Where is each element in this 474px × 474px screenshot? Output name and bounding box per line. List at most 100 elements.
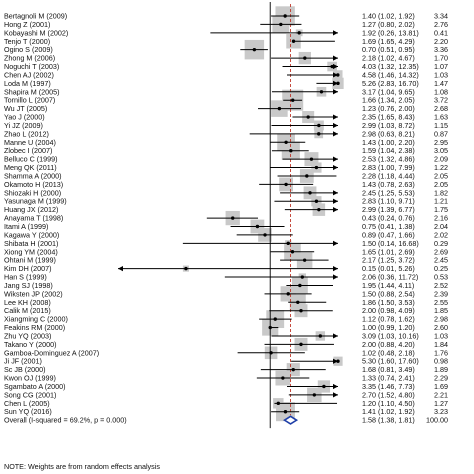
or-ci-label: 2.45 (1.25, 5.53) xyxy=(362,188,415,197)
or-ci-label: 3.09 (1.03, 10.16) xyxy=(362,331,419,340)
weight-label: 1.22 xyxy=(434,163,448,172)
study-label: Tornillo L (2007) xyxy=(4,96,55,105)
weight-label: 2.60 xyxy=(434,323,448,332)
study-label: Bertagnoli M (2009) xyxy=(4,12,67,21)
point-estimate xyxy=(279,22,283,27)
study-labels: Bertagnoli M (2009)Hong Z (2001)Kobayash… xyxy=(4,12,127,425)
point-estimate xyxy=(286,241,290,246)
point-estimate xyxy=(308,191,312,195)
ci-arrow-right xyxy=(333,89,338,95)
overall-weight-label: 100.00 xyxy=(426,416,448,425)
weight-label: 2.09 xyxy=(434,155,448,164)
study-label: Zlobec I (2007) xyxy=(4,146,52,155)
or-ci-label: 2.28 (1.18, 4.44) xyxy=(362,171,415,180)
weight-label: 1.70 xyxy=(434,54,448,63)
point-estimate xyxy=(306,115,310,119)
or-ci-label: 1.92 (0.26, 13.81) xyxy=(362,28,419,37)
or-ci-label: 2.99 (1.39, 6.77) xyxy=(362,205,415,214)
weight-label: 0.87 xyxy=(434,129,448,138)
or-ci-label: 4.58 (1.46, 14.32) xyxy=(362,70,419,79)
point-estimate xyxy=(296,300,300,304)
weight-label: 1.63 xyxy=(434,113,448,122)
weight-label: 1.75 xyxy=(434,205,448,214)
point-estimate xyxy=(289,149,293,153)
or-ci-label: 1.95 (1.44, 4.11) xyxy=(362,281,414,290)
or-ci-label: 4.03 (1.32, 12.35) xyxy=(362,62,419,71)
study-label: Okamoto H (2013) xyxy=(4,180,63,189)
ci-arrow-right xyxy=(333,156,338,162)
point-estimate xyxy=(255,224,260,229)
point-estimate xyxy=(184,266,188,271)
or-ci-label: 1.43 (0.78, 2.63) xyxy=(362,180,415,189)
weight-label: 2.21 xyxy=(434,390,448,399)
study-label: Takano Y (2000) xyxy=(4,340,56,349)
study-label: Lee KH (2008) xyxy=(4,298,51,307)
or-ci-label: 1.43 (1.00, 2.20) xyxy=(362,138,415,147)
point-estimate xyxy=(317,132,321,136)
study-label: Kobayashi M (2002) xyxy=(4,28,68,37)
point-estimate xyxy=(318,334,323,338)
weight-label: 3.72 xyxy=(434,96,448,105)
study-label: Loda M (1997) xyxy=(4,79,51,88)
or-ci-label: 0.75 (0.41, 1.38) xyxy=(362,222,415,231)
or-ci-label: 1.41 (1.02, 1.92) xyxy=(362,407,415,416)
weight-label: 3.23 xyxy=(434,407,448,416)
point-estimate xyxy=(314,165,319,170)
ci-arrow-right xyxy=(333,114,338,120)
or-ci-label: 2.70 (1.52, 4.80) xyxy=(362,390,415,399)
study-label: Kim DH (2007) xyxy=(4,264,52,273)
ci-arrow-right xyxy=(333,207,338,213)
ci-arrow-right xyxy=(333,198,338,204)
point-estimate xyxy=(322,384,326,389)
point-estimate xyxy=(317,123,321,128)
study-label: Sc JB (2000) xyxy=(4,365,46,374)
study-label: Manne U (2004) xyxy=(4,138,56,147)
point-estimate xyxy=(302,258,307,262)
ci-arrow-right xyxy=(333,80,338,86)
weight-label: 1.47 xyxy=(434,79,448,88)
effect-columns: 1.40 (1.02, 1.92) 3.34 1.27 (0.80, 2.02) 2.… xyxy=(362,12,448,425)
or-ci-label: 1.23 (0.76, 2.00) xyxy=(362,104,415,113)
weight-label: 2.76 xyxy=(434,20,448,29)
confidence-intervals xyxy=(118,14,340,425)
point-estimate xyxy=(317,207,321,212)
study-label: Wu JT (2005) xyxy=(4,104,47,113)
ci-arrow-left xyxy=(118,266,123,272)
weight-label: 0.41 xyxy=(434,28,448,37)
ci-arrow-right xyxy=(333,383,338,390)
or-ci-label: 2.83 (1.00, 7.99) xyxy=(362,163,415,172)
study-label: Huang JX (2012) xyxy=(4,205,58,214)
weight-label: 2.52 xyxy=(434,281,448,290)
study-label: Sgambato A (2000) xyxy=(4,382,66,391)
ci-arrow-right xyxy=(333,190,338,196)
study-label: Shiozaki H (2000) xyxy=(4,188,61,197)
footnote: NOTE: Weights are from random effects an… xyxy=(4,462,160,471)
study-label: Zhong M (2006) xyxy=(4,54,55,63)
study-label: Han S (1999) xyxy=(4,273,47,282)
or-ci-label: 1.59 (1.04, 2.38) xyxy=(362,146,415,155)
weight-label: 2.98 xyxy=(434,315,448,324)
weight-label: 1.27 xyxy=(434,399,448,408)
or-ci-label: 0.43 (0.24, 0.76) xyxy=(362,214,415,223)
weight-label: 3.34 xyxy=(434,12,448,21)
weight-label: 1.82 xyxy=(434,188,448,197)
point-estimate xyxy=(268,325,272,330)
ci-arrow-right xyxy=(333,266,338,272)
weight-label: 2.05 xyxy=(434,171,448,180)
study-label: Yao J (2000) xyxy=(4,113,45,122)
overall-label: Overall (I-squared = 69.2%, p = 0.000) xyxy=(4,416,127,425)
study-label: Gamboa-Dominguez A (2007) xyxy=(4,348,99,357)
study-label: Anayama T (1998) xyxy=(4,214,63,223)
weight-label: 2.95 xyxy=(434,138,448,147)
or-ci-label: 1.33 (0.74, 2.41) xyxy=(362,374,415,383)
weight-label: 1.03 xyxy=(434,70,448,79)
weight-label: 3.05 xyxy=(434,146,448,155)
study-label: Ohtani M (1999) xyxy=(4,256,56,265)
or-ci-label: 1.00 (0.99, 1.20) xyxy=(362,323,415,332)
study-label: Song CG (2001) xyxy=(4,390,56,399)
point-estimate xyxy=(286,292,290,296)
overall-or-ci-label: 1.58 (1.38, 1.81) xyxy=(362,416,415,425)
weight-label: 0.25 xyxy=(434,264,448,273)
weight-label: 0.98 xyxy=(434,357,448,366)
study-label: Shibata H (2001) xyxy=(4,239,58,248)
